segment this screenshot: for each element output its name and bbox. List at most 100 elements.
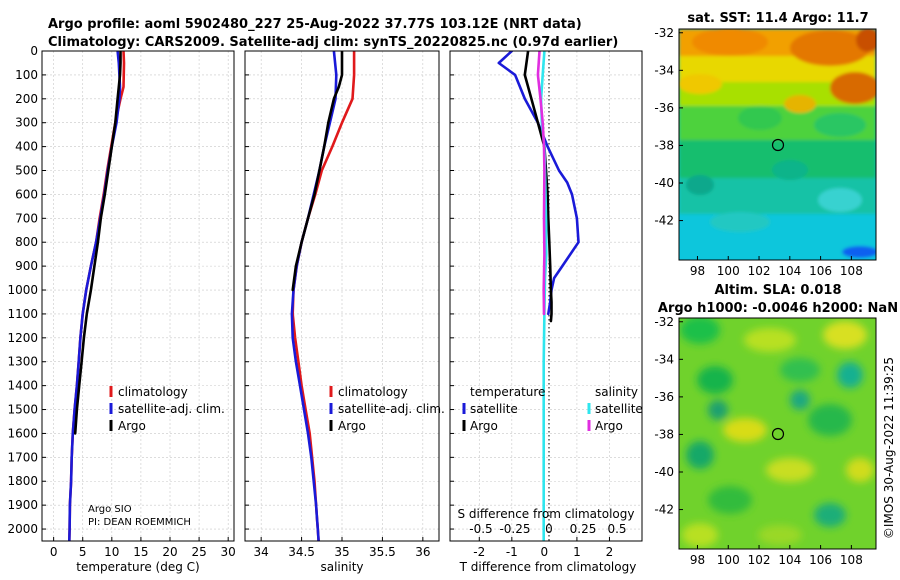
lat-tick-label: -40 bbox=[654, 176, 674, 190]
temperature-panel: 0100200300400500600700800900100011001200… bbox=[7, 44, 235, 574]
sst-profile-marker bbox=[771, 138, 785, 152]
difference-ticks: -2 -1 0 1 2 bbox=[450, 50, 614, 559]
legend-label-argo-s: Argo bbox=[595, 419, 623, 433]
x-tick-label: 36 bbox=[415, 545, 430, 559]
lon-tick-label: 102 bbox=[748, 553, 771, 567]
sla-map-ticks: 98 100 102 104 106 108 -32 -34 -36 -38 -40 -42 bbox=[654, 315, 862, 567]
lon-tick-label: 104 bbox=[778, 264, 801, 278]
lon-tick-label: 106 bbox=[809, 553, 832, 567]
figure-title-line-1: Argo profile: aoml 5902480_227 25-Aug-20… bbox=[48, 17, 582, 32]
depth-tick-label: 1000 bbox=[7, 283, 38, 297]
lon-tick-label: 98 bbox=[690, 553, 705, 567]
x-tick-label: 0 bbox=[50, 545, 58, 559]
lat-tick-label: -42 bbox=[654, 503, 674, 517]
series-line-argo bbox=[73, 51, 122, 435]
depth-tick-label: 400 bbox=[15, 140, 38, 154]
x-tick-label: 1 bbox=[573, 545, 581, 559]
credit-line-2: PI: DEAN ROEMMICH bbox=[88, 517, 191, 528]
legend-title-salinity: salinity bbox=[595, 385, 638, 399]
x-tick-label: 30 bbox=[221, 545, 236, 559]
depth-tick-label: 1800 bbox=[7, 474, 38, 488]
legend-label-argo: Argo bbox=[338, 419, 366, 433]
legend-label-satellite-adj: satellite-adj. clim. bbox=[118, 402, 225, 416]
lon-tick-label: 108 bbox=[840, 264, 863, 278]
depth-tick-label: 1500 bbox=[7, 403, 38, 417]
lat-tick-label: -32 bbox=[654, 315, 674, 329]
x-tick-label: 34.5 bbox=[288, 545, 315, 559]
s-difference-xlabel: S difference from climatology bbox=[458, 507, 635, 521]
depth-tick-label: 1100 bbox=[7, 307, 38, 321]
s-tick-label: 0 bbox=[545, 522, 553, 536]
difference-panel: -2 -1 0 1 2 T difference from climatology S … bbox=[449, 50, 643, 574]
s-tick-label: 0.5 bbox=[607, 522, 626, 536]
sla-map-title: Altim. SLA: 0.018 bbox=[715, 283, 842, 298]
series-line-climatology bbox=[291, 51, 356, 541]
lat-tick-label: -34 bbox=[654, 352, 674, 366]
x-tick-label: 2 bbox=[606, 545, 614, 559]
series-line-argo bbox=[291, 51, 344, 292]
lat-tick-label: -42 bbox=[654, 214, 674, 228]
depth-tick-label: 200 bbox=[15, 92, 38, 106]
difference-lines bbox=[497, 51, 580, 541]
sst-map-ticks: 98 100 102 104 106 108 -32 -34 -36 -38 -40 -42 bbox=[654, 26, 862, 278]
x-tick-label: 35.5 bbox=[369, 545, 396, 559]
legend-label-satellite-t: satellite bbox=[470, 402, 518, 416]
temperature-xlabel: temperature (deg C) bbox=[76, 560, 199, 574]
depth-tick-label: 1600 bbox=[7, 426, 38, 440]
depth-tick-label: 600 bbox=[15, 187, 38, 201]
depth-tick-label: 1700 bbox=[7, 450, 38, 464]
lat-tick-label: -34 bbox=[654, 63, 674, 77]
lat-tick-label: -38 bbox=[654, 138, 674, 152]
lon-tick-label: 106 bbox=[809, 264, 832, 278]
lon-tick-label: 108 bbox=[840, 553, 863, 567]
salinity-xlabel: salinity bbox=[320, 560, 363, 574]
x-tick-label: 5 bbox=[79, 545, 87, 559]
depth-tick-label: 900 bbox=[15, 259, 38, 273]
s-difference-tick-labels: -0.5 -0.25 0 0.25 0.5 bbox=[469, 522, 626, 536]
legend-title-temperature: temperature bbox=[470, 385, 545, 399]
lat-tick-label: -36 bbox=[654, 390, 674, 404]
sst-map-frame bbox=[678, 28, 877, 261]
temperature-ticks: 0100200300400500600700800900100011001200… bbox=[7, 44, 235, 559]
salinity-frame bbox=[244, 50, 440, 542]
x-tick-label: -1 bbox=[506, 545, 518, 559]
s-tick-label: 0.25 bbox=[570, 522, 597, 536]
x-tick-label: -2 bbox=[473, 545, 485, 559]
series-line-argo-t bbox=[523, 51, 553, 323]
sst-heatmap bbox=[679, 29, 876, 260]
s-tick-label: -0.25 bbox=[499, 522, 530, 536]
x-tick-label: 15 bbox=[133, 545, 148, 559]
x-tick-label: 34 bbox=[254, 545, 269, 559]
depth-tick-label: 1300 bbox=[7, 355, 38, 369]
depth-tick-label: 1200 bbox=[7, 331, 38, 345]
lat-tick-label: -36 bbox=[654, 101, 674, 115]
x-tick-label: 20 bbox=[162, 545, 177, 559]
lon-tick-label: 102 bbox=[748, 264, 771, 278]
sla-profile-marker bbox=[771, 427, 785, 441]
legend-label-argo: Argo bbox=[118, 419, 146, 433]
difference-frame bbox=[449, 50, 643, 542]
series-line-argo-s bbox=[536, 51, 546, 316]
salinity-lines bbox=[290, 51, 356, 541]
temperature-grid bbox=[42, 50, 234, 541]
lon-tick-label: 100 bbox=[717, 553, 740, 567]
sst-map-title: sat. SST: 11.4 Argo: 11.7 bbox=[687, 11, 868, 26]
lat-tick-label: -38 bbox=[654, 427, 674, 441]
legend-label-satellite-s: satellite bbox=[595, 402, 643, 416]
depth-tick-label: 300 bbox=[15, 116, 38, 130]
difference-legend: temperature satellite Argo salinity sate… bbox=[462, 385, 643, 433]
legend-label-climatology: climatology bbox=[118, 385, 188, 399]
sst-map-panel: sat. SST: 11.4 Argo: 11.7 bbox=[654, 11, 877, 278]
salinity-ticks: 34 34.5 35 35.5 36 bbox=[245, 50, 430, 559]
x-tick-label: 35 bbox=[334, 545, 349, 559]
salinity-panel: 34 34.5 35 35.5 36 salinity climatology sate… bbox=[244, 50, 445, 574]
x-tick-label: 25 bbox=[191, 545, 206, 559]
x-tick-label: 0 bbox=[541, 545, 549, 559]
depth-tick-label: 100 bbox=[15, 68, 38, 82]
t-difference-xlabel: T difference from climatology bbox=[459, 560, 637, 574]
lon-tick-label: 98 bbox=[690, 264, 705, 278]
depth-tick-label: 2000 bbox=[7, 522, 38, 536]
lon-tick-label: 104 bbox=[778, 553, 801, 567]
x-tick-label: 10 bbox=[104, 545, 119, 559]
